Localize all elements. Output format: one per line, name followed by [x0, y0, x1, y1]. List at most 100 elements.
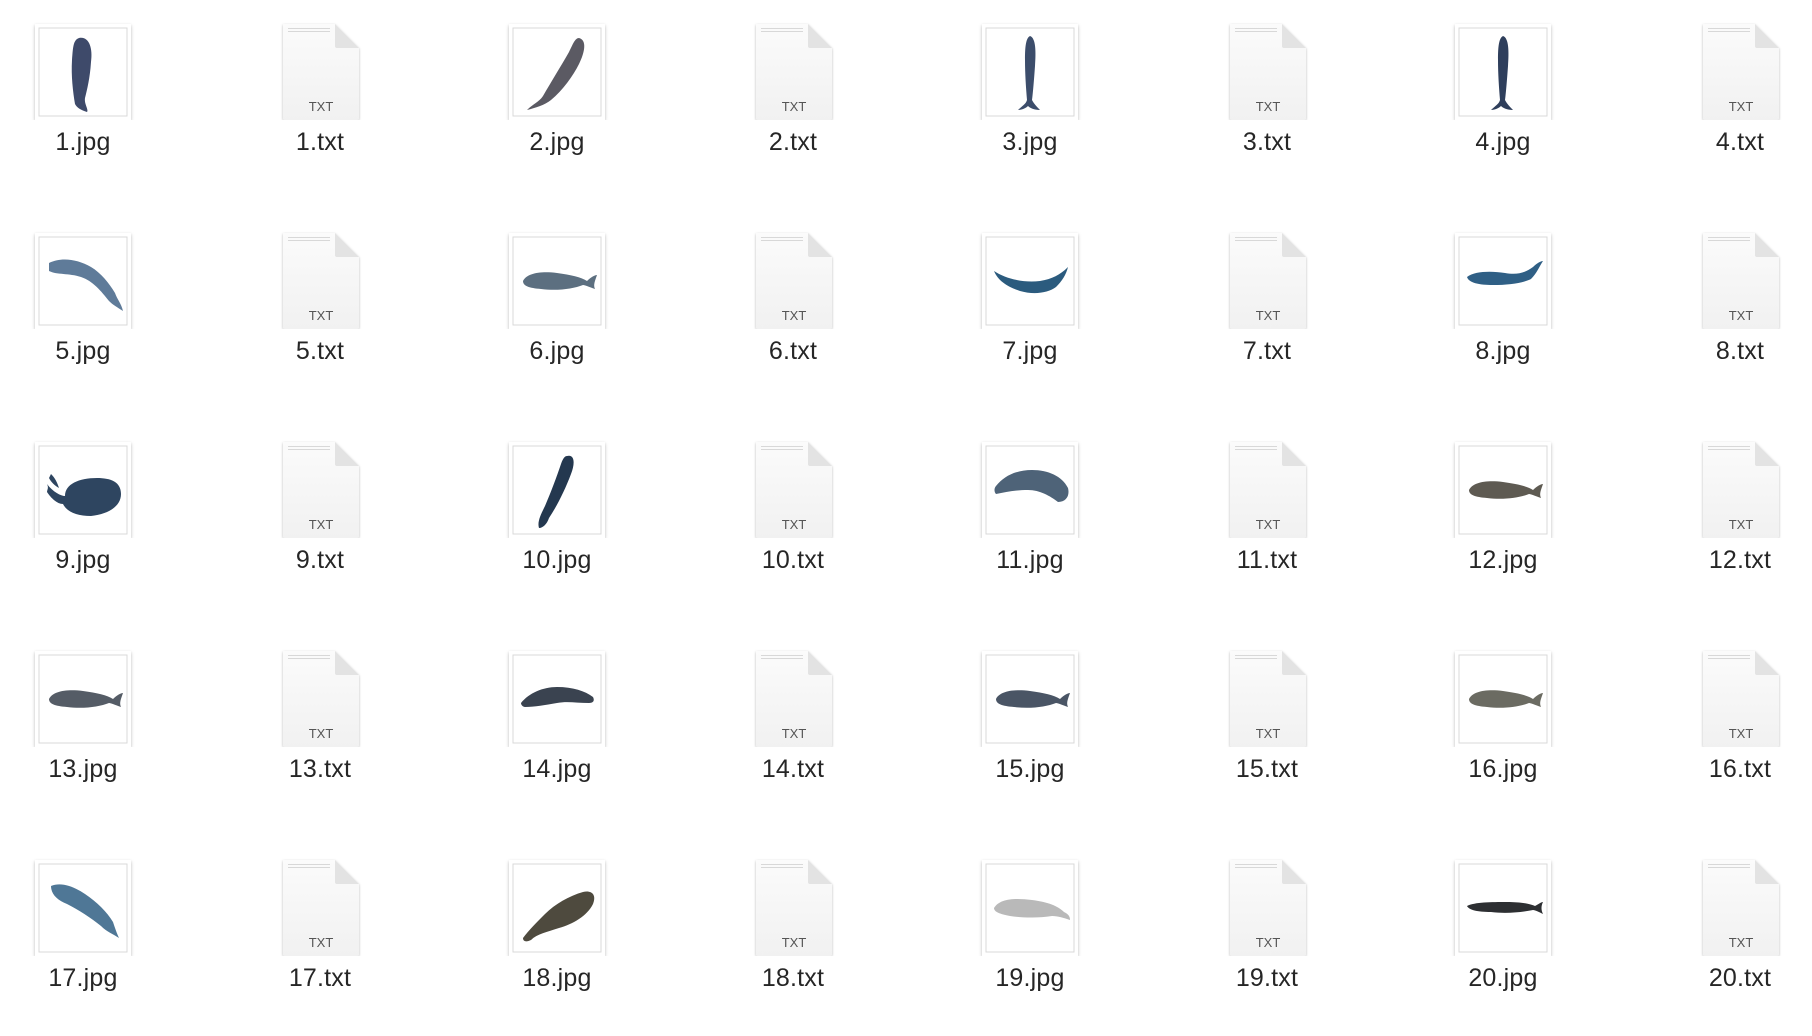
file-icon[interactable]: [1403, 836, 1603, 956]
sperm-whale-horizontal-tail-up-icon: [1467, 261, 1543, 285]
file-icon[interactable]: [0, 209, 183, 329]
file-icon[interactable]: [1403, 209, 1603, 329]
file-item-text[interactable]: TXT 7.txt: [1167, 209, 1367, 409]
file-icon[interactable]: TXT: [1167, 418, 1367, 538]
file-icon[interactable]: TXT: [1167, 0, 1367, 120]
file-item-text[interactable]: TXT 11.txt: [1167, 418, 1367, 618]
file-icon[interactable]: TXT: [1640, 627, 1812, 747]
file-item-text[interactable]: TXT 16.txt: [1640, 627, 1812, 827]
file-icon[interactable]: [930, 836, 1130, 956]
file-name-label: 4.txt: [1715, 128, 1765, 156]
file-item-text[interactable]: TXT 2.txt: [693, 0, 893, 200]
image-thumbnail-icon: [1455, 24, 1551, 120]
sperm-whale-diagonal-thin-icon: [538, 455, 574, 528]
file-name-label: 12.txt: [1708, 546, 1772, 574]
file-icon[interactable]: TXT: [1167, 836, 1367, 956]
file-item-text[interactable]: TXT 6.txt: [693, 209, 893, 409]
file-item-image[interactable]: 2.jpg: [457, 0, 657, 200]
file-icon[interactable]: TXT: [1640, 0, 1812, 120]
file-item-image[interactable]: 3.jpg: [930, 0, 1130, 200]
file-icon[interactable]: TXT: [220, 0, 420, 120]
text-document-icon: TXT: [1230, 651, 1306, 747]
file-item-text[interactable]: TXT 5.txt: [220, 209, 420, 409]
file-name-label: 14.jpg: [522, 755, 592, 783]
file-icon[interactable]: TXT: [1167, 209, 1367, 329]
file-item-image[interactable]: 8.jpg: [1403, 209, 1603, 409]
file-icon[interactable]: TXT: [220, 836, 420, 956]
file-item-text[interactable]: TXT 19.txt: [1167, 836, 1367, 1036]
file-icon[interactable]: [457, 418, 657, 538]
file-icon[interactable]: [930, 0, 1130, 120]
file-icon[interactable]: TXT: [693, 418, 893, 538]
file-item-image[interactable]: 15.jpg: [930, 627, 1130, 827]
text-document-icon: TXT: [283, 442, 359, 538]
txt-badge: TXT: [782, 726, 807, 741]
file-item-image[interactable]: 9.jpg: [0, 418, 183, 618]
text-document-icon: TXT: [1230, 442, 1306, 538]
file-icon[interactable]: [930, 418, 1130, 538]
text-document-icon: TXT: [1230, 233, 1306, 329]
file-icon[interactable]: [457, 836, 657, 956]
file-icon[interactable]: TXT: [220, 418, 420, 538]
file-item-image[interactable]: 12.jpg: [1403, 418, 1603, 618]
file-item-image[interactable]: 4.jpg: [1403, 0, 1603, 200]
file-item-text[interactable]: TXT 3.txt: [1167, 0, 1367, 200]
file-item-image[interactable]: 18.jpg: [457, 836, 657, 1036]
file-item-image[interactable]: 16.jpg: [1403, 627, 1603, 827]
file-icon[interactable]: [1403, 418, 1603, 538]
file-name-label: 10.txt: [761, 546, 825, 574]
file-icon[interactable]: [1403, 627, 1603, 747]
file-item-image[interactable]: 5.jpg: [0, 209, 183, 409]
file-icon[interactable]: [930, 209, 1130, 329]
file-item-text[interactable]: TXT 15.txt: [1167, 627, 1367, 827]
file-icon[interactable]: TXT: [220, 627, 420, 747]
file-item-text[interactable]: TXT 1.txt: [220, 0, 420, 200]
file-item-text[interactable]: TXT 4.txt: [1640, 0, 1812, 200]
file-item-text[interactable]: TXT 14.txt: [693, 627, 893, 827]
file-item-image[interactable]: 1.jpg: [0, 0, 183, 200]
file-item-image[interactable]: 11.jpg: [930, 418, 1130, 618]
file-item-text[interactable]: TXT 13.txt: [220, 627, 420, 827]
file-icon[interactable]: TXT: [1640, 209, 1812, 329]
file-icon[interactable]: [1403, 0, 1603, 120]
file-item-image[interactable]: 17.jpg: [0, 836, 183, 1036]
file-icon[interactable]: [457, 627, 657, 747]
file-icon[interactable]: [0, 418, 183, 538]
image-thumbnail-icon: [982, 233, 1078, 329]
file-icon[interactable]: [0, 836, 183, 956]
file-item-text[interactable]: TXT 18.txt: [693, 836, 893, 1036]
txt-badge: TXT: [309, 308, 334, 323]
file-item-text[interactable]: TXT 20.txt: [1640, 836, 1812, 1036]
file-item-text[interactable]: TXT 8.txt: [1640, 209, 1812, 409]
file-name-label: 5.jpg: [55, 337, 111, 365]
file-icon[interactable]: TXT: [693, 209, 893, 329]
file-icon[interactable]: [457, 209, 657, 329]
file-item-image[interactable]: 14.jpg: [457, 627, 657, 827]
txt-badge: TXT: [1729, 99, 1754, 114]
file-icon[interactable]: [0, 0, 183, 120]
file-item-image[interactable]: 19.jpg: [930, 836, 1130, 1036]
file-icon[interactable]: TXT: [693, 627, 893, 747]
file-icon[interactable]: [930, 627, 1130, 747]
image-thumbnail-icon: [35, 24, 131, 120]
file-item-text[interactable]: TXT 17.txt: [220, 836, 420, 1036]
file-icon[interactable]: TXT: [693, 836, 893, 956]
file-icon[interactable]: TXT: [1167, 627, 1367, 747]
file-icon[interactable]: TXT: [1640, 418, 1812, 538]
file-icon[interactable]: [457, 0, 657, 120]
file-icon[interactable]: TXT: [1640, 836, 1812, 956]
file-item-image[interactable]: 6.jpg: [457, 209, 657, 409]
txt-badge: TXT: [1729, 935, 1754, 950]
file-item-image[interactable]: 10.jpg: [457, 418, 657, 618]
file-item-text[interactable]: TXT 12.txt: [1640, 418, 1812, 618]
file-item-image[interactable]: 7.jpg: [930, 209, 1130, 409]
file-icon[interactable]: TXT: [693, 0, 893, 120]
file-item-image[interactable]: 20.jpg: [1403, 836, 1603, 1036]
file-item-text[interactable]: TXT 10.txt: [693, 418, 893, 618]
file-item-image[interactable]: 13.jpg: [0, 627, 183, 827]
text-document-icon: TXT: [283, 233, 359, 329]
file-item-text[interactable]: TXT 9.txt: [220, 418, 420, 618]
file-icon[interactable]: [0, 627, 183, 747]
file-name-label: 9.txt: [295, 546, 345, 574]
file-icon[interactable]: TXT: [220, 209, 420, 329]
